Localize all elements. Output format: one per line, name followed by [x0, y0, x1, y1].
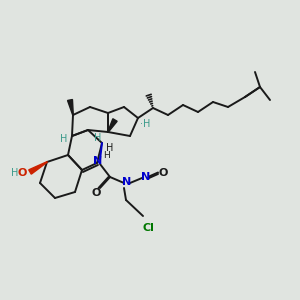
Text: N: N	[122, 177, 132, 187]
Text: H: H	[60, 134, 68, 144]
Text: O: O	[17, 168, 27, 178]
Text: N: N	[141, 172, 151, 182]
Text: O: O	[91, 188, 101, 198]
Text: ·H: ·H	[140, 119, 150, 129]
Polygon shape	[29, 162, 47, 174]
Text: N: N	[93, 156, 103, 166]
Text: Cl: Cl	[142, 223, 154, 233]
Text: H: H	[103, 152, 110, 160]
Polygon shape	[68, 100, 73, 115]
Text: H: H	[11, 168, 19, 178]
Text: H: H	[106, 143, 114, 153]
Polygon shape	[108, 119, 117, 132]
Text: H: H	[94, 133, 102, 143]
Text: O: O	[158, 168, 168, 178]
